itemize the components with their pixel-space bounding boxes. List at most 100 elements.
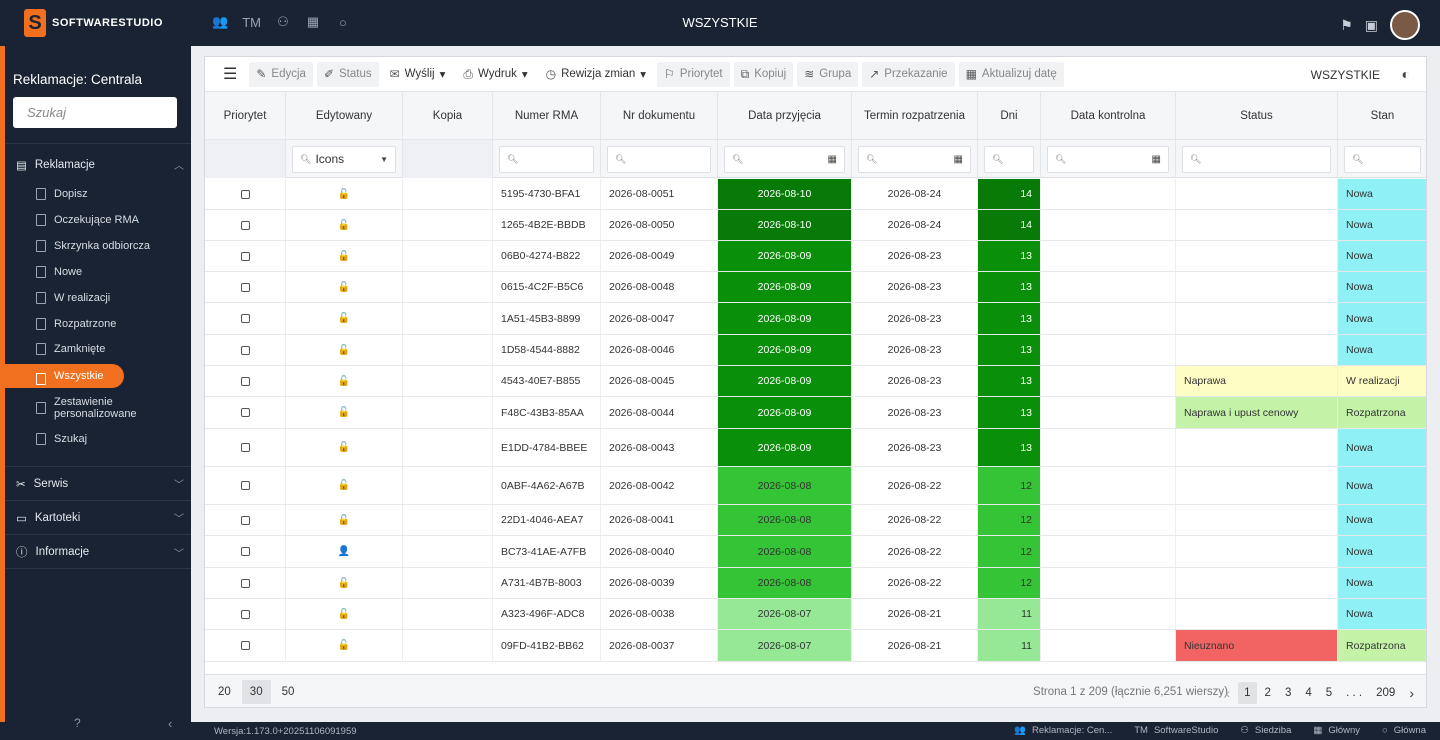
contact-card-icon[interactable]: ▣ [1364,16,1378,33]
filter-input[interactable]: 🔍︎ ▦ [724,145,845,173]
table-row[interactable]: 👤 BC73-41AE-A7FB 2026-08-0040 2026-08-08 202… [205,536,1426,568]
filter-input[interactable]: 🔍︎ [499,145,594,173]
sidebar-item-nowe[interactable]: Nowe [36,266,82,278]
column-header[interactable]: Nr dokumentu [601,92,718,140]
status-warehouse[interactable]: ▦ Główny [1313,725,1361,736]
status-button[interactable]: ✐ Status [316,61,379,87]
priority-checkbox[interactable] [240,345,250,355]
aktualizuj-date-button[interactable]: ▦ Aktualizuj datę [958,61,1064,87]
priority-checkbox[interactable] [240,515,250,525]
table-row[interactable]: 🔓 1D58-4544-8882 2026-08-0046 2026-08-09 202… [205,335,1426,366]
page-size-20[interactable]: 20 [218,686,231,698]
sidebar-section-informacje[interactable]: ⓘ Informacje ﹀ [16,546,184,560]
table-row[interactable]: 🔓 0615-4C2F-B5C6 2026-08-0048 2026-08-09 202… [205,272,1426,303]
filter-input[interactable]: 🔍︎ [984,145,1034,173]
priority-checkbox[interactable] [240,251,250,261]
status-branch[interactable]: ⚇ Siedziba [1240,725,1292,736]
calendar-icon[interactable]: ▦ [827,153,837,165]
table-row[interactable]: 🔓 06B0-4274-B822 2026-08-0049 2026-08-09 202… [205,241,1426,272]
status-main[interactable]: ○ Główna [1382,725,1426,736]
column-header[interactable]: Data kontrolna [1041,92,1176,140]
building-icon[interactable]: ▦ [306,14,320,29]
column-header[interactable]: Data przyjęcia [718,92,852,140]
next-page-icon[interactable]: › [1409,685,1414,701]
priority-checkbox[interactable] [240,189,250,199]
grupa-button[interactable]: ≋ Grupa [797,61,859,87]
sidebar-item-wszystkie[interactable]: Wszystkie [0,364,124,388]
table-row[interactable]: 🔓 22D1-4046-AEA7 2026-08-0041 2026-08-08 202… [205,505,1426,536]
sidebar-item-rozpatrzone[interactable]: Rozpatrzone [36,318,116,330]
table-row[interactable]: 🔓 A323-496F-ADC8 2026-08-0038 2026-08-07 202… [205,599,1426,630]
column-header[interactable]: Kopia [403,92,493,140]
calendar-icon[interactable]: ▦ [953,153,963,165]
table-row[interactable]: 🔓 0ABF-4A62-A67B 2026-08-0042 2026-08-08 202… [205,467,1426,505]
priority-checkbox[interactable] [240,443,250,452]
priority-checkbox[interactable] [240,408,250,417]
sidebar-section-serwis[interactable]: ✂ Serwis ﹀ [16,477,184,492]
column-header[interactable]: Dni [978,92,1041,140]
menu-button[interactable]: ☰ [215,62,245,87]
priority-checkbox[interactable] [240,314,250,323]
table-row[interactable]: 🔓 E1DD-4784-BBEE 2026-08-0043 2026-08-09 202… [205,429,1426,467]
priority-checkbox[interactable] [240,547,250,556]
filter-input[interactable]: 🔍︎ [1344,145,1421,173]
avatar[interactable] [1390,10,1420,40]
users-icon[interactable]: 👥 [212,14,229,29]
column-header[interactable]: Priorytet [205,92,286,140]
logo[interactable]: S SOFTWARESTUDIO [24,9,163,37]
sidebar-item-szukaj[interactable]: Szukaj [36,433,87,445]
help-icon[interactable]: ? [74,716,81,730]
sidebar-section-reklamacje[interactable]: ▤ Reklamacje ︿ [16,158,184,173]
column-header[interactable]: Stan [1338,92,1426,140]
column-header[interactable]: Edytowany [286,92,403,140]
priority-checkbox[interactable] [240,641,250,650]
sidebar-search-input[interactable]: Szukaj [13,97,177,128]
page-last[interactable]: 209 [1376,687,1396,699]
table-row[interactable]: 🔓 A731-4B7B-8003 2026-08-0039 2026-08-08 202… [205,568,1426,599]
page-5[interactable]: 5 [1325,687,1333,699]
column-header[interactable]: Numer RMA [493,92,601,140]
kopiuj-button[interactable]: ⧉ Kopiuj [733,61,794,87]
priority-checkbox[interactable] [240,282,250,292]
sidebar-item-w-realizacji[interactable]: W realizacji [36,292,110,304]
hierarchy-icon[interactable]: ⚇ [277,14,289,29]
sidebar-item-skrzynka[interactable]: Skrzynka odbiorcza [36,240,150,252]
table-row[interactable]: 🔓 1265-4B2E-BBDB 2026-08-0050 2026-08-10 202… [205,210,1426,241]
tm-icon[interactable]: TM [242,14,261,30]
prev-page-icon[interactable]: ‹ [1225,685,1231,701]
table-row[interactable]: 🔓 F48C-43B3-85AA 2026-08-0044 2026-08-09 202… [205,397,1426,429]
sidebar-item-zamkniete[interactable]: Zamknięte [36,343,105,355]
column-header[interactable]: Termin rozpatrzenia [852,92,978,140]
status-user[interactable]: 👥 Reklamacje: Cen... [1014,725,1113,736]
wyslij-button[interactable]: ✉ Wyślij ▾ [389,67,446,81]
table-row[interactable]: 🔓 5195-4730-BFA1 2026-08-0051 2026-08-10 202… [205,179,1426,210]
page-1[interactable]: 1 [1238,682,1257,704]
przekazanie-button[interactable]: ↗ Przekazanie [862,61,955,87]
priority-checkbox[interactable] [240,481,250,490]
table-row[interactable]: 🔓 1A51-45B3-8899 2026-08-0047 2026-08-09 202… [205,303,1426,335]
calendar-icon[interactable]: ▦ [1151,153,1161,165]
icons-filter-select[interactable]: 🔍︎ Icons ▼ [292,145,396,173]
sidebar-item-oczekujace[interactable]: Oczekujące RMA [36,214,139,226]
sidebar-section-kartoteki[interactable]: ▭ Kartoteki ﹀ [16,511,184,526]
page-size-50[interactable]: 50 [281,686,295,698]
column-header[interactable]: Status [1176,92,1338,140]
table-row[interactable]: 🔓 4543-40E7-B855 2026-08-0045 2026-08-09 202… [205,366,1426,397]
edycja-button[interactable]: ✎ Edycja [249,61,313,87]
wydruk-button[interactable]: ⎙ Wydruk ▾ [463,66,528,82]
priority-checkbox[interactable] [240,220,250,230]
flag-icon[interactable]: ⚑ [1340,16,1353,33]
priorytet-button[interactable]: ⚐ Priorytet [657,61,730,87]
rewizja-button[interactable]: ◷ Rewizja zmian ▾ [545,67,647,81]
palette-icon[interactable]: ◐ [1401,66,1410,82]
sidebar-item-dopisz[interactable]: Dopisz [36,188,88,200]
priority-checkbox[interactable] [240,376,250,386]
page-size-30[interactable]: 30 [241,680,271,704]
page-2[interactable]: 2 [1264,687,1271,699]
collapse-sidebar-icon[interactable]: ‹ [168,716,173,731]
priority-checkbox[interactable] [240,609,250,619]
filter-input[interactable]: 🔍︎ ▦ [1047,145,1169,173]
circle-icon[interactable]: ○ [339,14,347,30]
filter-input[interactable]: 🔍︎ [1182,145,1331,173]
status-company[interactable]: TM SoftwareStudio [1134,725,1219,736]
